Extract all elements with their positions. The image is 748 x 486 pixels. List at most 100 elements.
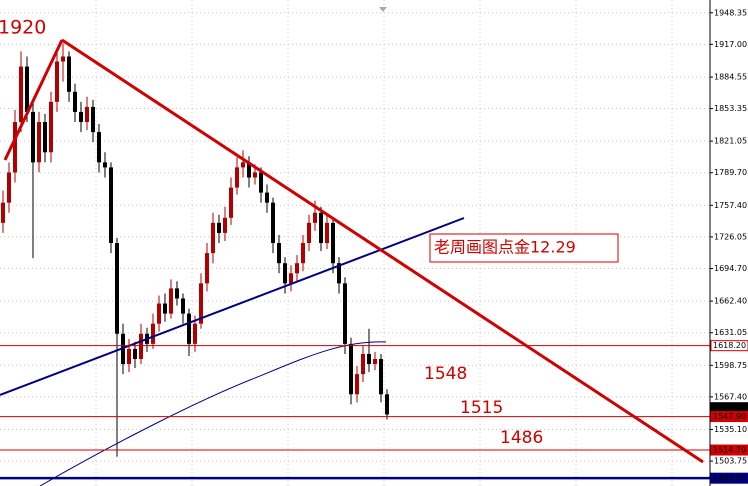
candle-body: [193, 323, 197, 344]
candle-body: [301, 243, 305, 264]
candle-body: [163, 303, 167, 314]
rise-trendline: [3, 39, 64, 161]
candle-body: [91, 106, 95, 133]
candle-body: [13, 122, 17, 173]
candle-body: [241, 162, 245, 168]
candle-body: [283, 263, 287, 284]
price-tag-label: 1486.80: [713, 474, 746, 483]
annotation-box: [429, 233, 619, 263]
candle-body: [265, 192, 269, 203]
price-tag: [710, 444, 748, 456]
y-tick-label: 1821.05: [714, 137, 747, 146]
y-axis: 1948.35 1917.00 1884.55 1853.35 1821.05 1789.…: [710, 8, 748, 484]
candle-body: [1, 202, 5, 223]
candle-body: [19, 66, 23, 123]
candle-body: [181, 298, 185, 314]
price-tag: [710, 472, 748, 484]
price-tag-label: 1556.70: [713, 403, 746, 412]
support-trendline: [0, 217, 465, 396]
y-tick-label: 1503.75: [714, 457, 747, 466]
candle-body: [31, 111, 35, 163]
y-tick-label: 1598.75: [714, 361, 747, 370]
y-tick-label: 1757.40: [714, 201, 747, 210]
candle-body: [79, 111, 83, 123]
moving-average: [39, 341, 387, 486]
candle-body: [277, 243, 281, 264]
resistance-trendline: [61, 38, 704, 464]
candle-body: [235, 167, 239, 188]
y-tick-label: 1726.05: [714, 232, 747, 241]
y-tick-label: 1631.05: [714, 328, 747, 337]
candle-body: [337, 263, 341, 284]
candle-body: [151, 323, 155, 344]
candle-body: [175, 288, 179, 299]
y-tick-label: 1789.70: [714, 168, 747, 177]
candle-body: [73, 91, 77, 112]
price-tag-label: 1618.20: [713, 341, 746, 350]
candle-body: [367, 353, 371, 365]
candle-body: [379, 358, 383, 395]
scroll-marker: [379, 7, 387, 12]
y-tick-label: 1662.40: [714, 297, 747, 306]
price-tag-label: 1514.70: [713, 446, 746, 455]
candle-body: [139, 333, 143, 359]
candle-body: [61, 56, 65, 62]
y-tick-label: 1694.70: [714, 264, 747, 273]
candle-body: [223, 217, 227, 233]
annotation: 老周画图点金12.29: [434, 238, 576, 257]
candles: [1, 43, 389, 457]
candle-body: [253, 172, 257, 178]
candle-body: [127, 348, 131, 365]
candle-body: [319, 212, 323, 244]
candle-body: [85, 106, 89, 123]
price-tag: [710, 411, 748, 423]
candle-body: [307, 222, 311, 244]
price-tag: [710, 340, 748, 352]
candle-body: [313, 212, 317, 223]
candle-body: [343, 283, 347, 344]
candle-body: [157, 303, 161, 324]
y-tick-label: 1853.35: [714, 104, 747, 113]
y-tick-label: 1948.35: [714, 8, 747, 17]
y-tick-label: 1884.55: [714, 73, 747, 82]
candle-body: [385, 394, 389, 415]
candle-body: [331, 222, 335, 264]
candle-body: [217, 222, 221, 233]
candle-body: [373, 358, 377, 365]
candle-body: [37, 122, 41, 163]
price-tag-label: 1547.90: [713, 412, 746, 421]
candle-body: [361, 353, 365, 375]
candle-body: [55, 61, 59, 102]
candle-body: [43, 122, 47, 153]
candle-body: [25, 66, 29, 112]
y-tick-label: 1535.10: [714, 425, 747, 434]
annotation: 1515: [460, 398, 503, 418]
candle-body: [67, 56, 71, 92]
candle-body: [205, 253, 209, 284]
candle-body: [247, 162, 251, 178]
y-tick-label: 1917.00: [714, 40, 747, 49]
annotation: 1486: [500, 428, 543, 448]
annotation: 1548: [424, 364, 467, 384]
candle-body: [133, 348, 137, 359]
candle-body: [103, 162, 107, 168]
candle-body: [211, 222, 215, 254]
candle-body: [187, 313, 191, 344]
candle-body: [271, 202, 275, 244]
candle-body: [289, 273, 293, 284]
candle-body: [7, 172, 11, 203]
candle-body: [259, 172, 263, 193]
candle-body: [325, 222, 329, 244]
annotations: 1920 1548 1515 1486 老周画图点金12.29: [0, 17, 619, 448]
candle-body: [109, 167, 113, 244]
candle-body: [115, 243, 119, 334]
candle-body: [199, 283, 203, 324]
candle-body: [49, 101, 53, 153]
candle-body: [349, 343, 353, 395]
candle-body: [355, 374, 359, 395]
candle-body: [295, 263, 299, 274]
candle-body: [169, 288, 173, 314]
candle-body: [97, 132, 101, 163]
y-tick-label: 1567.40: [714, 392, 747, 401]
